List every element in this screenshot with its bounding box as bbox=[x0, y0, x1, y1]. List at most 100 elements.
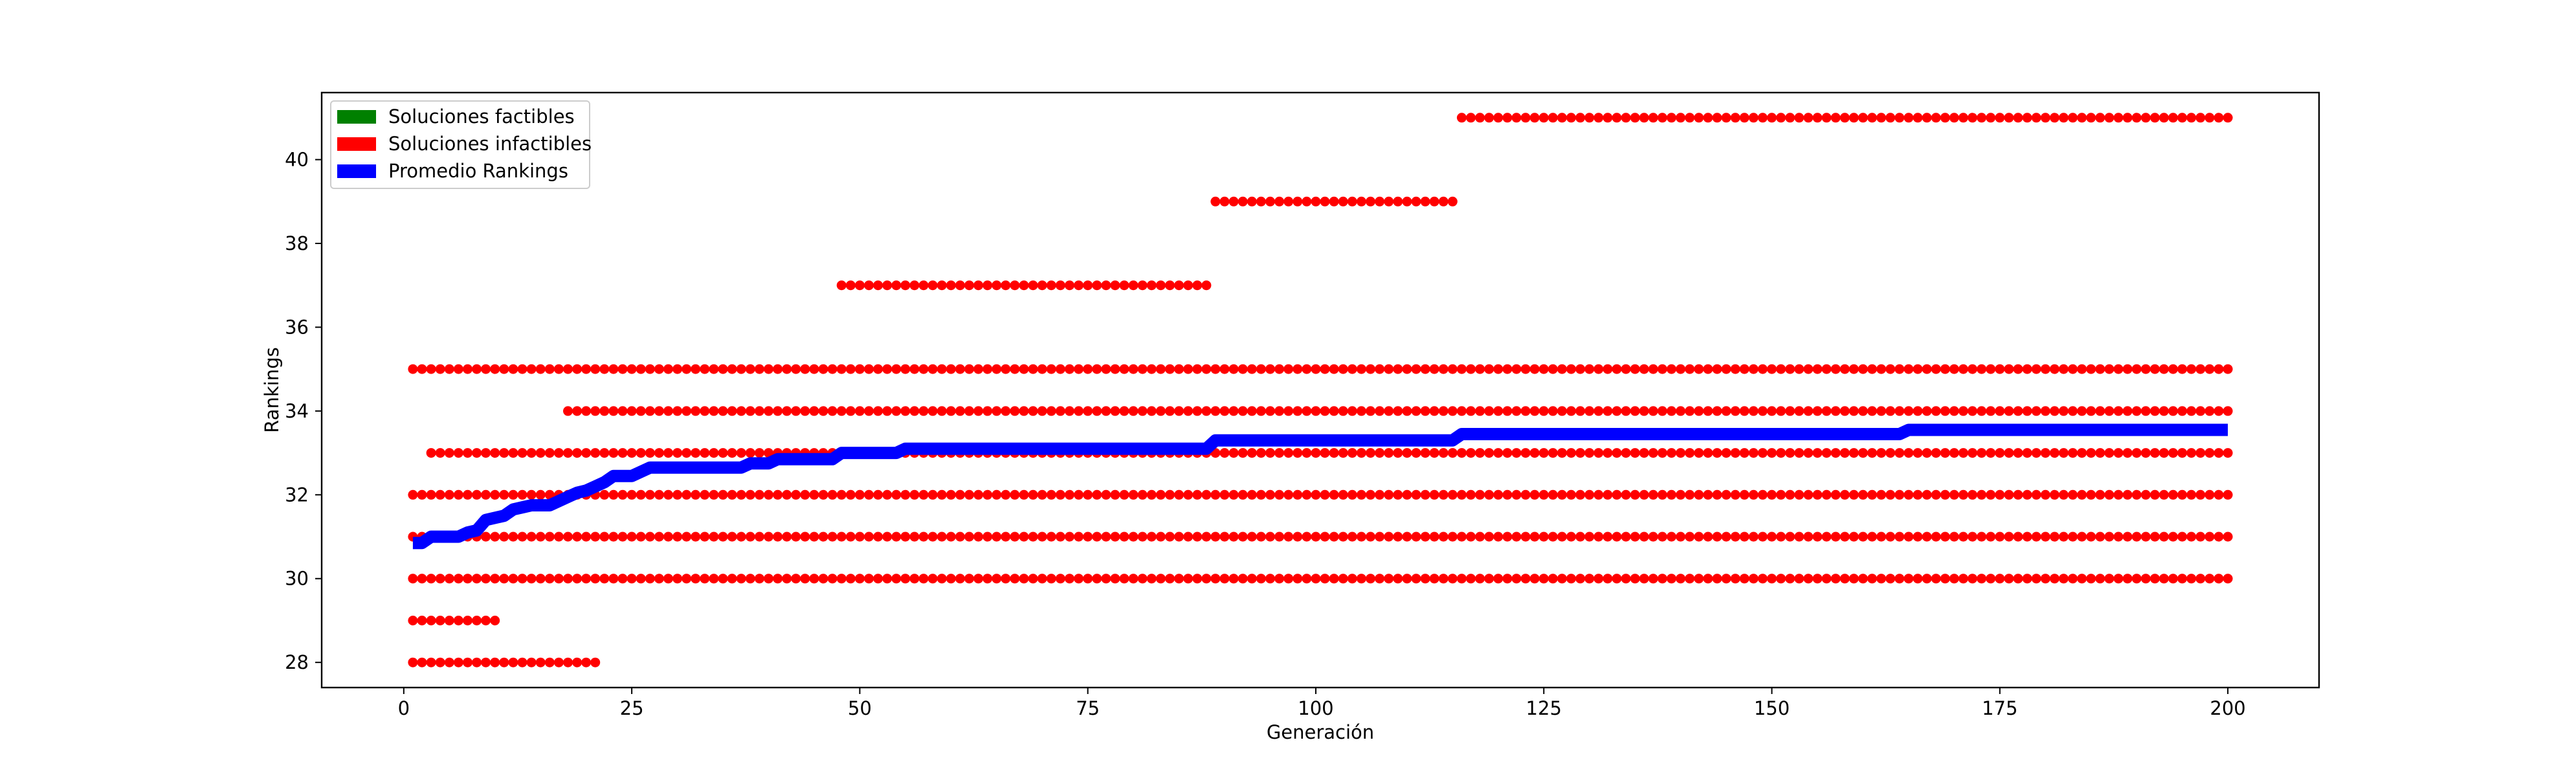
infeasible-point bbox=[1529, 406, 1540, 416]
infeasible-point bbox=[463, 616, 472, 625]
infeasible-point bbox=[1475, 113, 1485, 123]
legend-swatch-feasible bbox=[337, 110, 376, 124]
infeasible-point bbox=[1274, 406, 1285, 416]
infeasible-point bbox=[1721, 448, 1731, 458]
infeasible-point bbox=[983, 489, 993, 500]
infeasible-point bbox=[2049, 113, 2060, 123]
infeasible-point bbox=[2058, 406, 2069, 416]
infeasible-point bbox=[809, 532, 819, 542]
infeasible-point bbox=[955, 489, 965, 500]
infeasible-point bbox=[435, 364, 445, 374]
infeasible-point bbox=[1019, 280, 1029, 291]
infeasible-point bbox=[2186, 113, 2197, 123]
infeasible-point bbox=[572, 406, 583, 416]
infeasible-point bbox=[1265, 406, 1275, 416]
infeasible-point bbox=[481, 489, 491, 500]
infeasible-point bbox=[1119, 280, 1129, 291]
infeasible-point bbox=[1757, 364, 1768, 374]
infeasible-point bbox=[1293, 406, 1303, 416]
infeasible-point bbox=[1538, 113, 1549, 123]
infeasible-point bbox=[1219, 364, 1230, 374]
infeasible-point bbox=[1228, 574, 1239, 584]
infeasible-point bbox=[1876, 406, 1887, 416]
infeasible-point bbox=[2031, 574, 2041, 584]
infeasible-point bbox=[1356, 532, 1366, 542]
infeasible-point bbox=[1721, 406, 1731, 416]
infeasible-point bbox=[1830, 113, 1841, 123]
infeasible-point bbox=[1839, 489, 1850, 500]
infeasible-point bbox=[1703, 574, 1713, 584]
infeasible-point bbox=[1420, 406, 1430, 416]
infeasible-point bbox=[2149, 364, 2160, 374]
infeasible-point bbox=[2131, 574, 2142, 584]
infeasible-point bbox=[1274, 574, 1285, 584]
infeasible-point bbox=[2022, 489, 2032, 500]
infeasible-point bbox=[1858, 113, 1868, 123]
infeasible-point bbox=[636, 532, 646, 542]
infeasible-point bbox=[1165, 532, 1175, 542]
infeasible-point bbox=[2186, 532, 2197, 542]
infeasible-point bbox=[754, 532, 764, 542]
infeasible-point bbox=[2077, 532, 2087, 542]
infeasible-point bbox=[873, 364, 883, 374]
infeasible-point bbox=[1329, 489, 1339, 500]
infeasible-point bbox=[1055, 406, 1065, 416]
infeasible-point bbox=[1119, 364, 1129, 374]
infeasible-point bbox=[1238, 532, 1248, 542]
infeasible-point bbox=[444, 364, 454, 374]
infeasible-point bbox=[1676, 113, 1686, 123]
infeasible-point bbox=[2204, 113, 2215, 123]
infeasible-point bbox=[1748, 448, 1759, 458]
infeasible-point bbox=[1821, 364, 1832, 374]
infeasible-point bbox=[1648, 406, 1658, 416]
infeasible-point bbox=[1210, 574, 1221, 584]
infeasible-point bbox=[918, 280, 929, 291]
infeasible-point bbox=[444, 616, 454, 625]
infeasible-point bbox=[1475, 448, 1485, 458]
infeasible-point bbox=[581, 574, 592, 584]
infeasible-point bbox=[1511, 364, 1522, 374]
infeasible-point bbox=[499, 532, 509, 542]
infeasible-point bbox=[718, 532, 728, 542]
infeasible-point bbox=[654, 574, 664, 584]
infeasible-point bbox=[1183, 532, 1194, 542]
infeasible-point bbox=[1776, 448, 1786, 458]
infeasible-point bbox=[891, 406, 902, 416]
infeasible-point bbox=[1529, 448, 1540, 458]
infeasible-point bbox=[1447, 532, 1458, 542]
infeasible-point bbox=[645, 489, 655, 500]
infeasible-point bbox=[508, 364, 518, 374]
infeasible-point bbox=[435, 616, 445, 625]
infeasible-point bbox=[736, 364, 746, 374]
infeasible-point bbox=[1046, 280, 1056, 291]
infeasible-point bbox=[809, 406, 819, 416]
infeasible-point bbox=[1283, 489, 1294, 500]
infeasible-point bbox=[1320, 489, 1330, 500]
infeasible-point bbox=[1247, 448, 1257, 458]
infeasible-point bbox=[1612, 113, 1622, 123]
infeasible-point bbox=[2223, 448, 2233, 458]
infeasible-point bbox=[1174, 532, 1184, 542]
infeasible-point bbox=[2077, 113, 2087, 123]
infeasible-point bbox=[1055, 364, 1065, 374]
infeasible-point bbox=[1502, 364, 1513, 374]
infeasible-point bbox=[1201, 364, 1212, 374]
infeasible-point bbox=[2186, 364, 2197, 374]
infeasible-point bbox=[1667, 448, 1676, 458]
infeasible-point bbox=[1274, 196, 1285, 207]
infeasible-point bbox=[1311, 574, 1321, 584]
infeasible-point bbox=[2049, 448, 2060, 458]
infeasible-point bbox=[1648, 448, 1658, 458]
infeasible-point bbox=[1256, 532, 1266, 542]
infeasible-point bbox=[1311, 448, 1321, 458]
infeasible-point bbox=[1411, 406, 1421, 416]
infeasible-point bbox=[1730, 364, 1740, 374]
infeasible-point bbox=[1356, 364, 1366, 374]
infeasible-point bbox=[1219, 448, 1230, 458]
infeasible-point bbox=[1931, 574, 1941, 584]
infeasible-point bbox=[700, 364, 710, 374]
infeasible-point bbox=[572, 532, 583, 542]
infeasible-point bbox=[1575, 364, 1586, 374]
infeasible-point bbox=[1548, 532, 1558, 542]
infeasible-point bbox=[499, 574, 509, 584]
